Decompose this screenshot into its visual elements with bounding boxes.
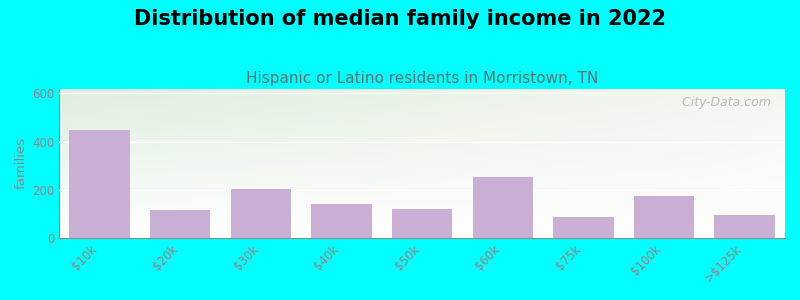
Text: Distribution of median family income in 2022: Distribution of median family income in …	[134, 9, 666, 29]
Bar	[473, 176, 533, 238]
Bar	[553, 218, 614, 238]
Bar	[230, 189, 291, 238]
Bar	[714, 215, 775, 238]
Bar	[70, 130, 130, 238]
Bar	[311, 204, 372, 238]
Bar	[150, 210, 210, 238]
Title: Hispanic or Latino residents in Morristown, TN: Hispanic or Latino residents in Morristo…	[246, 71, 598, 86]
Y-axis label: families: families	[15, 137, 28, 189]
Bar	[634, 196, 694, 238]
Text: City-Data.com: City-Data.com	[674, 96, 770, 109]
Bar	[392, 209, 452, 238]
